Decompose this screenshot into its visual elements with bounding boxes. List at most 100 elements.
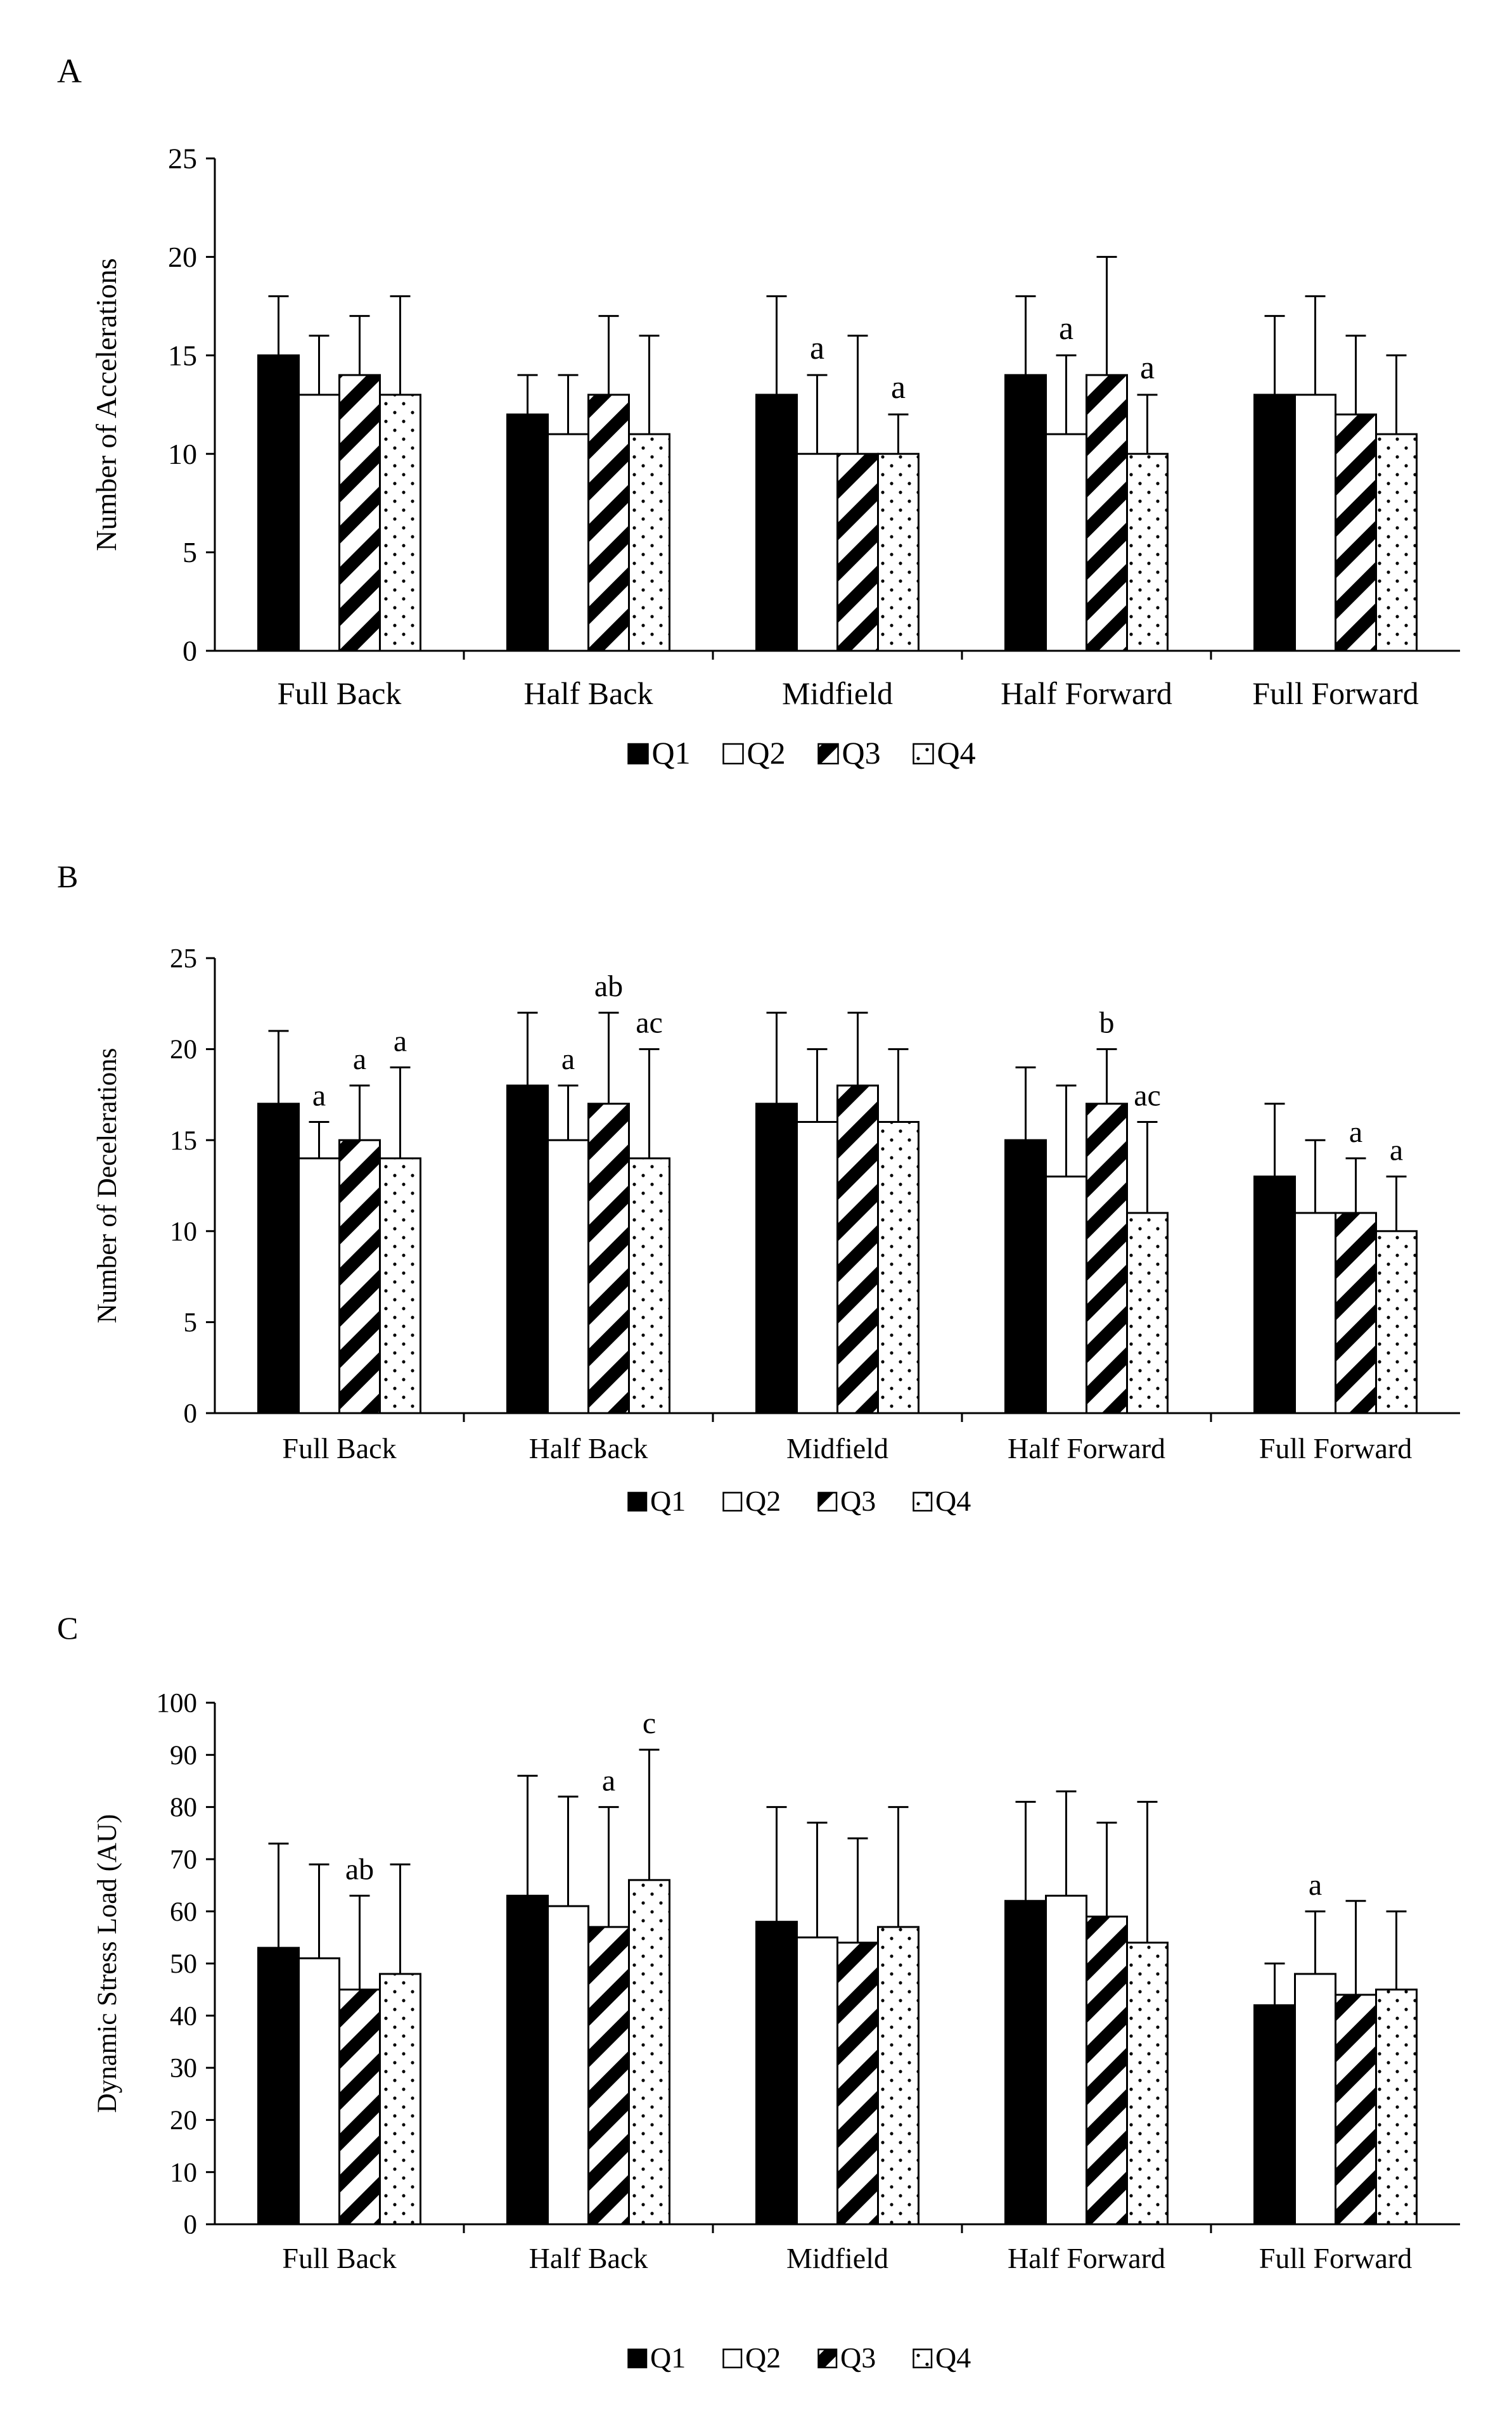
y-tick-label: 5 bbox=[184, 1308, 198, 1338]
chart-panel-b: B Number of Decelerations 0 5 10 15 20 25 Full B… bbox=[57, 859, 1460, 1517]
legend-label: Q1 bbox=[652, 735, 691, 771]
legend-label: Q2 bbox=[745, 1485, 781, 1517]
bar-q3 bbox=[836, 452, 879, 652]
legend-swatch-q1 bbox=[627, 1492, 648, 1512]
bar-q3 bbox=[587, 1103, 630, 1414]
x-tick-label: Full Forward bbox=[1252, 676, 1419, 711]
legend-swatch-q1 bbox=[627, 743, 649, 765]
y-tick-label: 15 bbox=[168, 339, 197, 371]
bar-q1 bbox=[257, 1103, 300, 1414]
legend-label: Q3 bbox=[840, 2341, 876, 2374]
bar-q2 bbox=[547, 433, 589, 652]
bar-q3 bbox=[338, 1139, 381, 1414]
bar-q1 bbox=[755, 1103, 798, 1414]
bar-q4 bbox=[877, 452, 919, 652]
bar-q4 bbox=[1375, 1989, 1418, 2226]
y-tick-label: 0 bbox=[184, 2210, 198, 2240]
legend-swatch-q2 bbox=[722, 1492, 743, 1512]
y-tick-label: 20 bbox=[168, 241, 197, 273]
bar-q3 bbox=[1086, 1103, 1128, 1414]
y-tick-label: 100 bbox=[157, 1689, 198, 1719]
x-tick-label: Half Forward bbox=[1008, 2242, 1165, 2274]
bar-q1 bbox=[1253, 1175, 1296, 1414]
bar-q3 bbox=[1335, 1212, 1377, 1414]
bar-q2 bbox=[547, 1139, 589, 1414]
bar-q3 bbox=[1335, 1994, 1377, 2226]
legend-label: Q2 bbox=[745, 2341, 781, 2374]
x-tick-label: Midfield bbox=[786, 1432, 888, 1464]
y-tick-label: 50 bbox=[170, 1949, 197, 1979]
bar-q3 bbox=[836, 1942, 879, 2226]
bar-q4 bbox=[1375, 1230, 1418, 1414]
legend-swatch-q4 bbox=[913, 743, 934, 765]
y-tick-label: 20 bbox=[170, 1035, 197, 1065]
bar-q1 bbox=[1253, 2004, 1296, 2226]
bar-q3 bbox=[836, 1084, 879, 1414]
legend-label: Q3 bbox=[842, 735, 881, 771]
bar-q4 bbox=[628, 433, 670, 652]
bar-q4 bbox=[1126, 1212, 1169, 1414]
y-tick-label: 70 bbox=[170, 1845, 197, 1875]
bar-q3 bbox=[338, 1989, 381, 2226]
bar-q2 bbox=[1294, 1973, 1336, 2226]
annotation-letter: a bbox=[353, 1042, 366, 1076]
x-tick-label: Half Back bbox=[529, 2242, 648, 2274]
x-tick-label: Midfield bbox=[786, 2242, 888, 2274]
bar-q1 bbox=[257, 1947, 300, 2226]
bar-q2 bbox=[1294, 1212, 1336, 1414]
bar-q3 bbox=[1086, 374, 1128, 652]
bar-q1 bbox=[1253, 394, 1296, 652]
bar-q3 bbox=[587, 394, 630, 652]
y-tick-label: 25 bbox=[170, 944, 197, 974]
chart-panel-c: C Dynamic Stress Load (AU) 0 10 20 30 40 50 60 70… bbox=[57, 1610, 1460, 2374]
annotation-letter: ac bbox=[1134, 1079, 1161, 1112]
y-tick-label: 40 bbox=[170, 2001, 197, 2031]
panel-label: C bbox=[57, 1610, 78, 1646]
legend-label: Q4 bbox=[935, 1485, 971, 1517]
charts-root: A Number of Accelerations 0 5 10 15 20 25 Full B… bbox=[57, 52, 1460, 2374]
bar-q4 bbox=[1126, 1942, 1169, 2226]
annotation-letter: ab bbox=[594, 970, 623, 1003]
legend-swatch-q4 bbox=[913, 1492, 933, 1512]
x-tick-label: Half Forward bbox=[1008, 1432, 1165, 1464]
x-tick-label: Half Forward bbox=[1001, 676, 1172, 711]
annotation-letter: a bbox=[312, 1079, 326, 1112]
y-tick-label: 0 bbox=[184, 1399, 198, 1429]
annotation-letter: a bbox=[1390, 1134, 1403, 1167]
bar-q3 bbox=[338, 374, 381, 652]
bar-q2 bbox=[298, 1957, 340, 2226]
annotation-letter: ab bbox=[345, 1853, 374, 1887]
x-tick-label: Full Back bbox=[278, 676, 402, 711]
annotation-letter: a bbox=[1059, 311, 1073, 347]
y-tick-label: 80 bbox=[170, 1793, 197, 1822]
y-tick-label: 10 bbox=[170, 2158, 197, 2188]
x-tick-label: Full Forward bbox=[1259, 2242, 1413, 2274]
bar-q2 bbox=[796, 1936, 838, 2226]
x-tick-label: Midfield bbox=[782, 676, 893, 711]
legend-label: Q1 bbox=[650, 1485, 686, 1517]
y-tick-label: 15 bbox=[170, 1126, 197, 1156]
annotation-letter: a bbox=[891, 369, 906, 406]
x-tick-label: Full Forward bbox=[1259, 1432, 1413, 1464]
panel-label: A bbox=[57, 52, 82, 90]
annotation-letter: c bbox=[643, 1707, 656, 1740]
bar-q4 bbox=[628, 1157, 670, 1414]
panel-label: B bbox=[57, 859, 78, 894]
legend-swatch-q2 bbox=[722, 743, 744, 765]
bar-q3 bbox=[1086, 1915, 1128, 2226]
bar-q1 bbox=[1004, 1900, 1047, 2226]
bar-q4 bbox=[877, 1120, 919, 1414]
y-axis-label: Number of Accelerations bbox=[90, 258, 122, 551]
annotation-letter: a bbox=[561, 1042, 575, 1076]
legend-swatch-q2 bbox=[722, 2348, 743, 2369]
legend-swatch-q3 bbox=[817, 1492, 838, 1512]
bar-q2 bbox=[1045, 1175, 1087, 1414]
bar-q2 bbox=[1045, 433, 1087, 652]
bar-q4 bbox=[1126, 452, 1169, 652]
x-tick-label: Half Back bbox=[523, 676, 653, 711]
annotation-letter: a bbox=[1309, 1868, 1322, 1902]
legend-label: Q3 bbox=[840, 1485, 876, 1517]
bar-q3 bbox=[587, 1926, 630, 2226]
bar-q3 bbox=[1335, 413, 1377, 652]
bar-q4 bbox=[1375, 433, 1418, 652]
